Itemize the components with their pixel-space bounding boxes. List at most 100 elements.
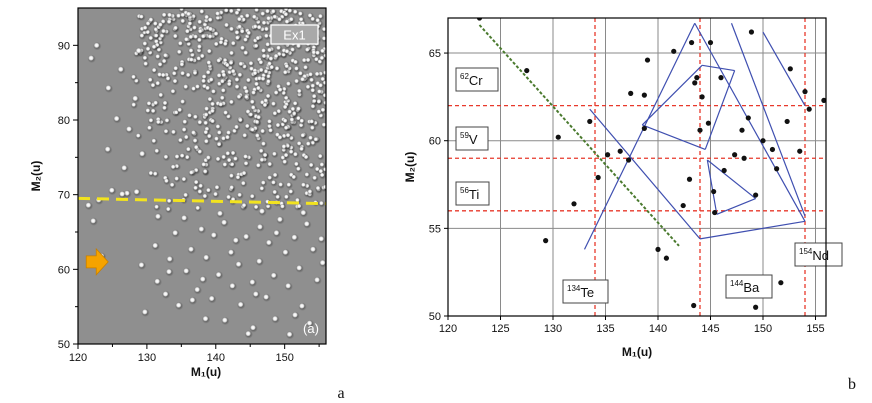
data-point [718, 75, 724, 81]
data-point [283, 12, 288, 17]
data-point [221, 88, 226, 93]
panel-b-plot-area [448, 18, 826, 316]
data-point [215, 11, 220, 16]
data-point [476, 18, 483, 21]
data-point [262, 102, 267, 108]
data-point [277, 17, 282, 22]
data-point [257, 224, 263, 230]
data-point [310, 125, 315, 130]
data-point [261, 48, 266, 53]
data-point [105, 85, 111, 91]
data-point [245, 13, 250, 18]
data-point [223, 110, 228, 115]
data-point [152, 67, 157, 73]
x-tick-label: 150 [275, 352, 293, 364]
data-point [164, 178, 169, 183]
data-point [234, 10, 240, 15]
data-point [284, 194, 289, 199]
data-point [240, 45, 245, 50]
data-point [312, 94, 317, 99]
data-point [145, 46, 151, 51]
data-point [161, 72, 166, 78]
data-point [147, 125, 152, 130]
panel-b-blue-lines [583, 22, 806, 250]
data-point [222, 317, 228, 323]
data-point [218, 102, 223, 107]
data-point [310, 16, 315, 21]
x-tick-label: 120 [439, 323, 457, 335]
data-point [260, 128, 265, 134]
data-point [265, 93, 271, 99]
data-point [260, 11, 265, 16]
data-point [153, 171, 158, 176]
data-point [195, 205, 200, 210]
data-point [231, 69, 236, 74]
data-point [162, 100, 168, 105]
data-point [121, 165, 127, 171]
nuclide-symbol: Ti [469, 187, 479, 202]
data-point [278, 182, 283, 187]
nuclide-label-ba: 144Ba [725, 274, 773, 299]
nuclide-symbol: Nd [812, 248, 829, 263]
nuclide-mass: 134 [567, 284, 581, 293]
data-point [543, 238, 549, 244]
data-point [204, 139, 209, 144]
data-point [524, 67, 530, 74]
data-point [216, 73, 222, 78]
data-point [189, 170, 194, 175]
data-point [119, 191, 125, 197]
panel-a-scatter: Ex1 (a) 120 130 140 150 50 60 70 80 90 M₁(u) M₂… [29, 7, 327, 379]
data-point [197, 189, 202, 194]
nuclide-label-text: 56Ti [460, 186, 479, 202]
data-point [721, 167, 727, 174]
data-point [192, 70, 198, 75]
blue-line [706, 159, 718, 215]
data-point [300, 77, 305, 82]
data-point [272, 111, 277, 116]
data-point [214, 41, 219, 47]
data-point [296, 265, 302, 271]
data-point [641, 92, 647, 98]
data-point [201, 78, 206, 83]
data-point [148, 17, 153, 22]
data-point [264, 33, 269, 38]
data-point [309, 77, 314, 82]
data-point [209, 295, 215, 302]
data-point [243, 50, 248, 55]
data-point [201, 74, 207, 79]
y-tick-label: 90 [58, 40, 70, 52]
panel-a-frame [77, 7, 327, 345]
data-point [164, 118, 170, 123]
data-point [225, 134, 230, 140]
data-point [136, 133, 141, 138]
data-point [712, 209, 718, 216]
data-point [251, 105, 256, 110]
blue-line [641, 64, 703, 126]
data-point [166, 268, 172, 275]
panel-b-nuclide-labels: 62Cr 59V 56Ti 134Te 144Ba 154Nd [455, 67, 843, 304]
data-point [228, 60, 234, 65]
data-point [94, 42, 100, 48]
y-tick-label: 50 [429, 311, 441, 323]
data-point [705, 120, 712, 126]
data-point [231, 41, 236, 46]
data-point [167, 256, 173, 262]
data-point [203, 254, 209, 260]
data-point [310, 246, 316, 252]
data-point [194, 286, 200, 293]
data-point [259, 186, 264, 191]
data-point [177, 49, 182, 54]
data-point [273, 53, 279, 59]
data-point [316, 99, 321, 104]
data-point [214, 185, 220, 190]
data-point [180, 99, 185, 104]
data-point [663, 255, 670, 261]
data-point [283, 152, 289, 158]
blue-line [583, 22, 696, 250]
data-point [184, 37, 189, 42]
data-point [310, 88, 315, 93]
data-point [234, 30, 240, 35]
data-point [315, 185, 321, 191]
data-point [269, 64, 274, 70]
